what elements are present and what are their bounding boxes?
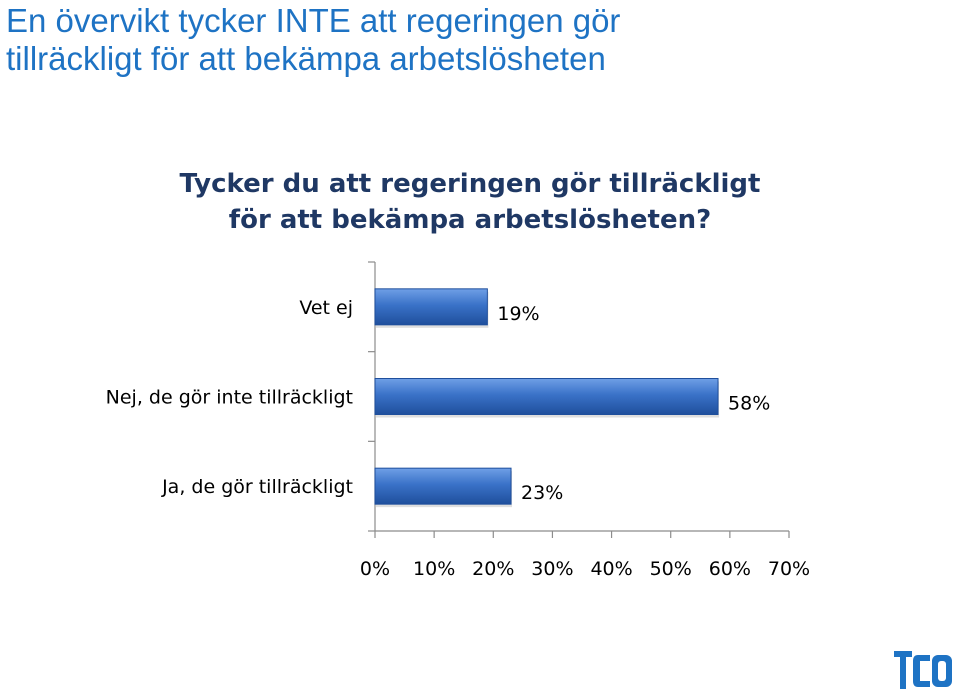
x-tick-label: 0%	[360, 558, 390, 580]
headline-line-2: tillräckligt för att bekämpa arbetslöshe…	[6, 40, 606, 77]
x-tick-label: 50%	[650, 558, 692, 580]
value-label: 19%	[497, 303, 539, 325]
x-tick-label: 70%	[768, 558, 810, 580]
category-label: Ja, de gör tillräckligt	[161, 476, 353, 498]
category-label: Vet ej	[299, 297, 353, 319]
chart-title-line-2: för att bekämpa arbetslösheten?	[228, 205, 712, 235]
x-tick-label: 60%	[709, 558, 751, 580]
x-tick-label: 30%	[531, 558, 573, 580]
chart-labels: 0% 10% 20% 30% 40% 50% 60% 70% Vet ej 19% Nej, de …	[106, 297, 810, 580]
chart-title: Tycker du att regeringen gör tillräcklig…	[150, 166, 790, 238]
bar	[374, 288, 488, 326]
x-tick-label: 10%	[413, 558, 455, 580]
slide-headline: En övervikt tycker INTE att regeringen g…	[6, 2, 946, 78]
x-tick-label: 40%	[590, 558, 632, 580]
value-label: 23%	[521, 482, 563, 504]
category-label: Nej, de gör inte tillräckligt	[106, 387, 353, 409]
bar	[374, 467, 512, 505]
chart-title-line-1: Tycker du att regeringen gör tillräcklig…	[179, 169, 761, 199]
chart-bars	[374, 288, 720, 508]
bar	[374, 378, 719, 415]
headline-line-1: En övervikt tycker INTE att regeringen g…	[6, 2, 621, 39]
x-tick-label: 20%	[472, 558, 514, 580]
tco-logo	[892, 647, 954, 691]
value-label: 58%	[728, 393, 770, 415]
